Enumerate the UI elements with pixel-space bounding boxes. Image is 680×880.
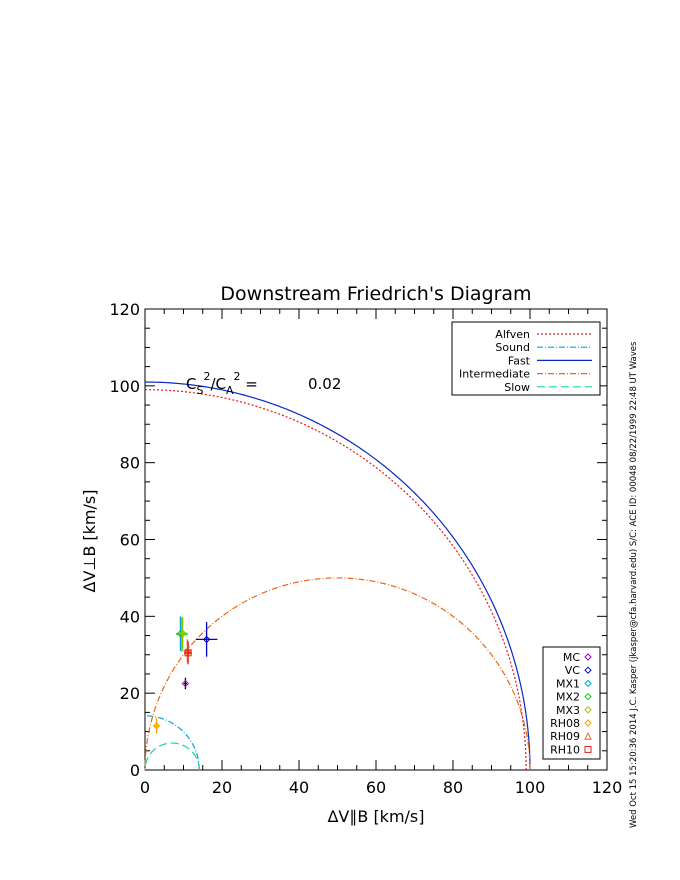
curve-sound (145, 715, 200, 770)
legend-label: RH09 (550, 730, 580, 743)
legend-marker (584, 706, 592, 714)
chart-title: Downstream Friedrich's Diagram (220, 283, 531, 305)
x-tick-label: 100 (515, 778, 546, 797)
legend-label: Sound (495, 341, 530, 354)
legend-marker (584, 719, 592, 727)
legend-lines-box (451, 321, 601, 396)
data-points (152, 616, 218, 734)
x-tick-label: 120 (592, 778, 623, 797)
legend-label: Alfven (495, 328, 530, 341)
legend-label: MX1 (556, 677, 580, 690)
point-marker (152, 722, 161, 730)
annot-equals: = (241, 375, 258, 393)
point-marker (183, 646, 192, 655)
x-tick-label: 20 (212, 778, 232, 797)
y-tick-label: 80 (120, 454, 140, 473)
annot-value: 0.02 (308, 375, 341, 393)
legend-label: RH10 (550, 743, 580, 756)
annot-sub1: S (196, 384, 203, 397)
annot-slash: /C (210, 375, 226, 393)
legend-label: MX2 (556, 691, 580, 704)
y-tick-label: 40 (120, 607, 140, 626)
legend-marker (584, 666, 592, 674)
point-marker (179, 629, 187, 637)
y-tick-label: 0 (130, 761, 140, 780)
point-marker (184, 649, 192, 657)
cs-ca-ratio-annotation: CS2/CA2 = 0.02 (186, 370, 341, 397)
legend-marker (584, 679, 592, 688)
side-caption: Wed Oct 15 15:20:36 2014 J.C. Kasper (jk… (629, 341, 639, 828)
legend-points-box (542, 646, 601, 760)
point-vc (195, 622, 218, 657)
x-tick-label: 60 (366, 778, 386, 797)
curves (144, 381, 531, 771)
legend-marker (584, 732, 592, 740)
y-tick-label: 100 (109, 377, 140, 396)
x-tick-label: 0 (140, 778, 150, 797)
legend-marker (584, 692, 592, 701)
curve-intermediate (144, 577, 531, 771)
point-marker (202, 635, 211, 644)
point-marker (181, 679, 190, 688)
point-mx3 (178, 617, 188, 649)
point-rh10 (184, 641, 192, 665)
legend-label: MX3 (556, 704, 580, 717)
legend-label: VC (565, 664, 581, 677)
annot-sup1: 2 (203, 370, 210, 383)
y-axis-label: ΔV⊥B [km/s] (80, 490, 99, 593)
curve-fast (144, 381, 531, 771)
curve-slow (144, 742, 200, 770)
point-rh08 (152, 718, 161, 734)
svg-text:CS2/CA2 =: CS2/CA2 = (186, 370, 258, 397)
y-tick-label: 120 (109, 300, 140, 319)
legend-label: RH08 (550, 717, 580, 730)
point-mx2 (176, 617, 188, 652)
legend-marker (584, 745, 592, 753)
y-tick-label: 60 (120, 531, 140, 550)
legend-label: Slow (504, 381, 530, 394)
point-mc (181, 677, 190, 690)
axis-ticks: 0 20 40 60 80 100 120 0 20 40 60 80 100 120 (109, 300, 622, 797)
legend-label: Intermediate (459, 368, 530, 381)
x-tick-label: 40 (289, 778, 309, 797)
x-axis-label: ΔV∥B [km/s] (327, 807, 424, 826)
annot-sup2: 2 (234, 370, 241, 383)
legend-label: Fast (508, 354, 531, 367)
annot-c1: C (186, 375, 196, 393)
y-tick-label: 20 (120, 684, 140, 703)
x-tick-label: 80 (443, 778, 463, 797)
legend-marker (584, 653, 592, 661)
annot-sub2: A (226, 384, 234, 397)
legend-label: MC (563, 651, 580, 664)
curve-alfven (144, 389, 527, 771)
